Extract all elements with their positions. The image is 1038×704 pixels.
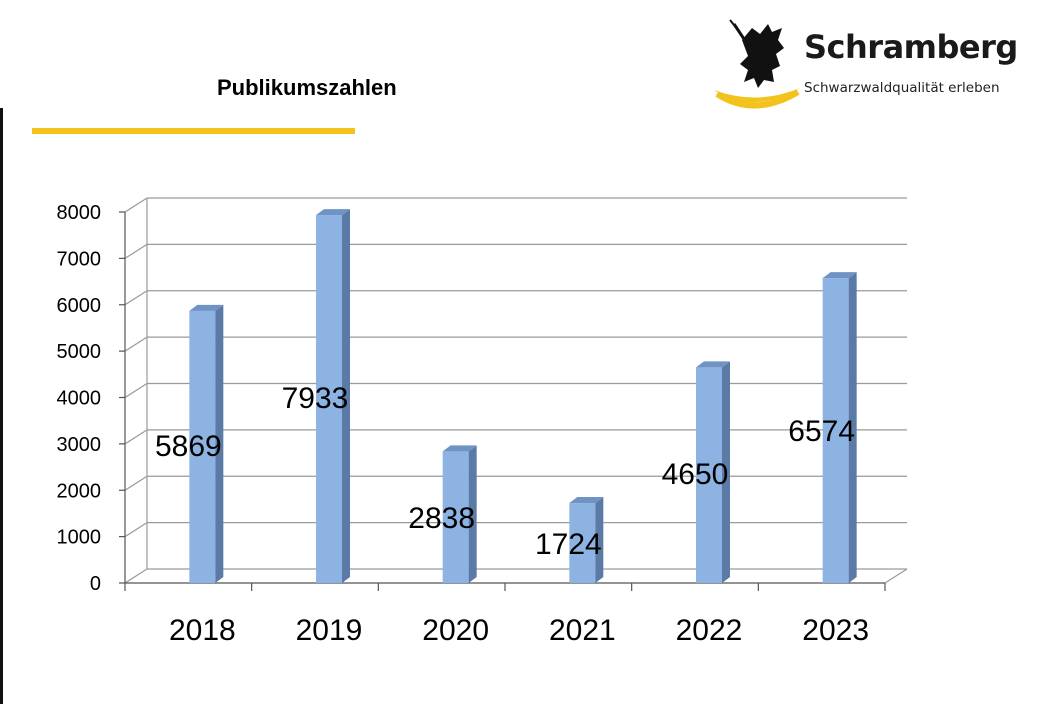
grid-diagonal (124, 243, 148, 259)
bar-2018 (189, 304, 224, 583)
grid-diagonal (124, 475, 148, 491)
x-tick-label: 2023 (802, 614, 869, 647)
bar-side (468, 445, 477, 583)
title-underline (32, 128, 355, 134)
data-label: 6574 (788, 415, 855, 448)
grid-diagonal (124, 197, 148, 213)
grid-diagonal (124, 429, 148, 445)
bar-front (822, 278, 849, 583)
bar-2021 (569, 497, 604, 583)
y-tick-label: 4000 (57, 388, 102, 410)
data-label: 4650 (662, 458, 729, 491)
y-tick-label: 8000 (57, 202, 102, 224)
logo-tagline: Schwarzwaldqualität erleben (804, 80, 1000, 96)
y-tick-label: 2000 (57, 480, 102, 502)
bar-top (316, 209, 350, 216)
bar-front (569, 503, 596, 583)
floor-edge-right (884, 568, 908, 584)
data-label: 2838 (408, 502, 475, 535)
bar-2022 (696, 361, 730, 583)
bar-front (316, 215, 342, 584)
data-label: 7933 (282, 382, 349, 415)
y-tick-label: 7000 (57, 248, 102, 270)
bar-top (442, 445, 477, 452)
y-tick-label: 3000 (57, 434, 102, 456)
bar-2020 (442, 445, 477, 583)
bar-front (442, 451, 469, 583)
data-label: 5869 (155, 430, 222, 463)
y-tick-label: 1000 (57, 527, 102, 549)
bar-top (822, 272, 857, 279)
y-tick-label: 0 (90, 573, 101, 595)
bar-side (342, 209, 350, 584)
bar-top (189, 304, 224, 311)
grid-diagonal (124, 522, 148, 538)
left-border-line (0, 108, 3, 704)
x-tick-label: 2018 (169, 614, 236, 647)
griffin-emblem-icon (714, 19, 800, 109)
bar-side (595, 497, 604, 583)
y-tick-label: 5000 (57, 341, 102, 363)
grid-diagonal (124, 382, 148, 399)
bar-side (215, 304, 224, 583)
x-tick-label: 2022 (676, 614, 743, 647)
schramberg-logo: Schramberg Schwarzwaldqualität erleben (712, 18, 1022, 113)
bar-front (189, 310, 216, 583)
x-tick-label: 2021 (549, 614, 616, 647)
bar-side (848, 272, 857, 583)
data-label: 1724 (535, 528, 602, 561)
bar-front (696, 367, 722, 583)
bar-top (696, 361, 730, 368)
bar-top (569, 497, 604, 504)
bar-2023 (822, 272, 857, 583)
grid-diagonal (124, 290, 148, 306)
page-title: Publikumszahlen (217, 75, 397, 100)
x-tick-label: 2020 (422, 614, 489, 647)
y-tick-label: 6000 (57, 295, 102, 317)
x-tick-label: 2019 (296, 614, 363, 647)
bar-side (722, 361, 730, 583)
bar-2019 (316, 209, 350, 584)
logo-wordmark: Schramberg (804, 28, 1018, 66)
grid-diagonal (124, 568, 148, 584)
grid-diagonal (124, 336, 148, 352)
